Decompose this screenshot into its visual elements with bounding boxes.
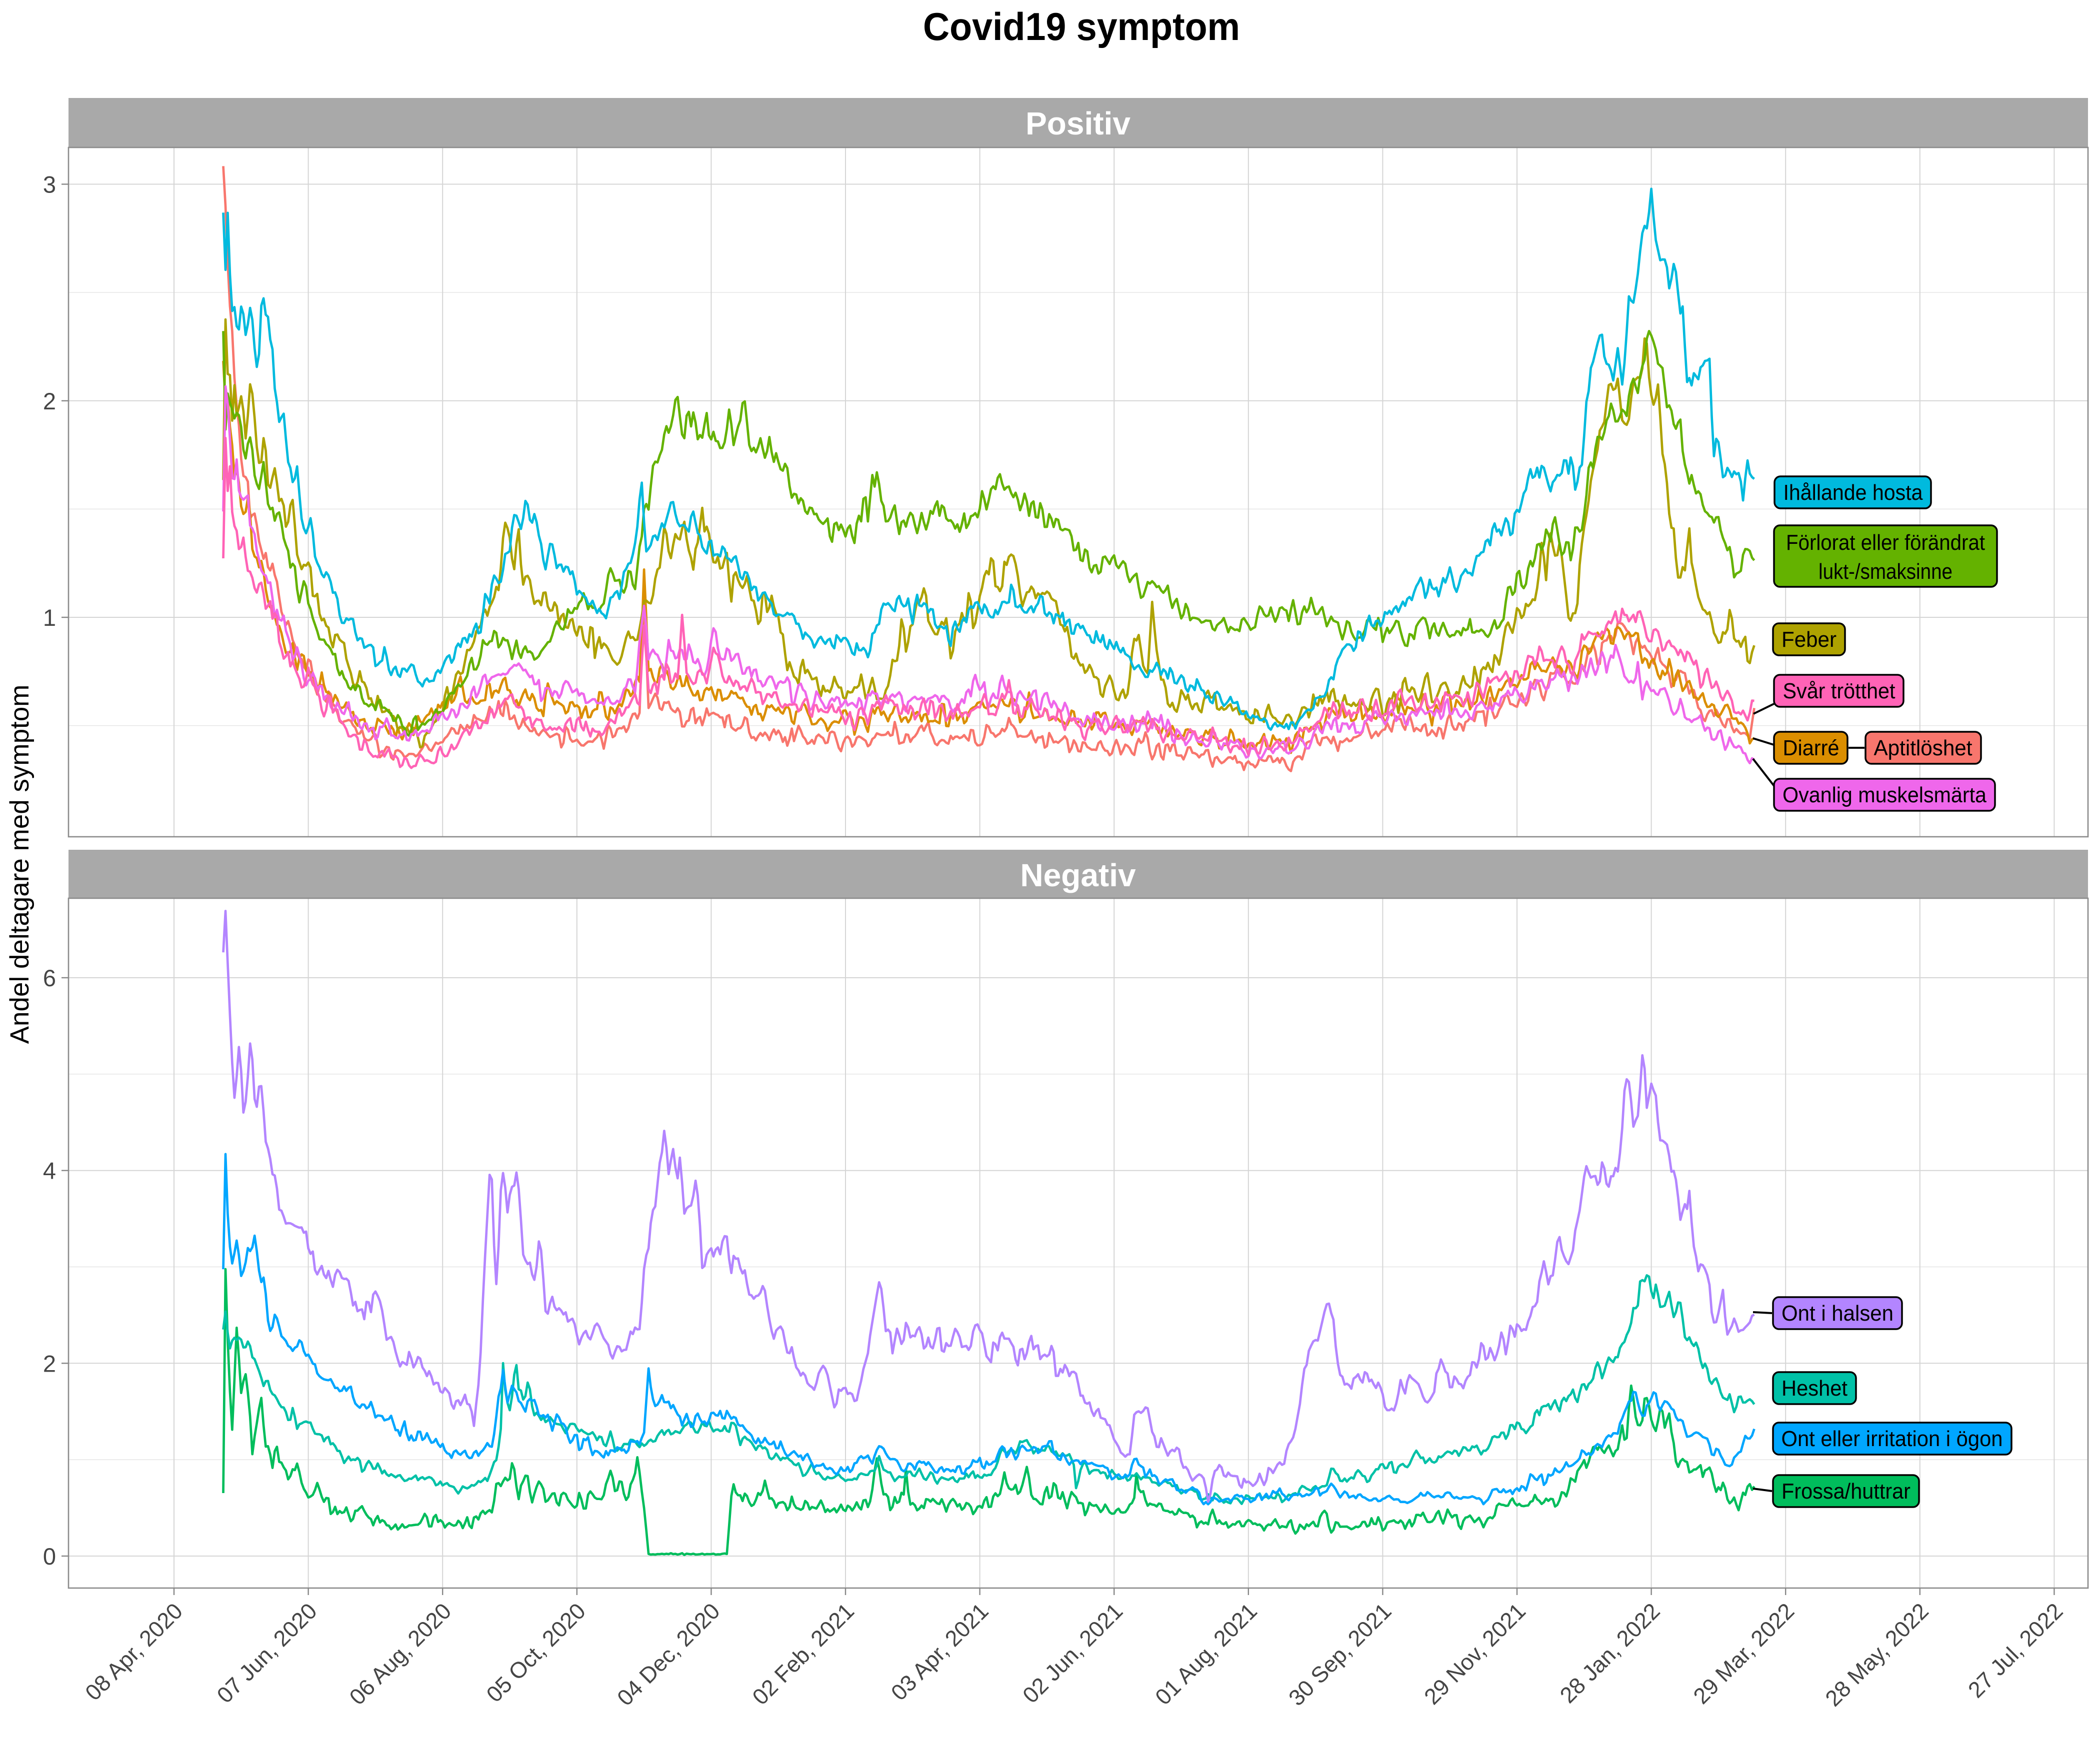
svg-text:Covid19 symptom: Covid19 symptom xyxy=(923,4,1240,48)
svg-text:Aptitlöshet: Aptitlöshet xyxy=(1874,736,1972,760)
svg-text:2: 2 xyxy=(43,388,56,414)
svg-text:Frossa/huttrar: Frossa/huttrar xyxy=(1782,1479,1910,1504)
svg-text:3: 3 xyxy=(43,171,56,198)
svg-text:Ont eller irritation i ögon: Ont eller irritation i ögon xyxy=(1782,1427,2003,1451)
svg-text:Feber: Feber xyxy=(1782,627,1836,652)
svg-text:Andel deltagare med symptom: Andel deltagare med symptom xyxy=(5,685,34,1044)
svg-text:lukt-/smaksinne: lukt-/smaksinne xyxy=(1818,559,1952,584)
svg-text:Ihållande hosta: Ihållande hosta xyxy=(1784,480,1923,505)
svg-text:2: 2 xyxy=(43,1350,56,1377)
svg-text:Ovanlig muskelsmärta: Ovanlig muskelsmärta xyxy=(1782,783,1986,807)
svg-text:Svår trötthet: Svår trötthet xyxy=(1783,679,1896,703)
svg-text:Ont i halsen: Ont i halsen xyxy=(1782,1301,1894,1326)
svg-text:Positiv: Positiv xyxy=(1026,105,1130,141)
svg-text:0: 0 xyxy=(43,1543,56,1570)
svg-text:Diarré: Diarré xyxy=(1783,736,1840,760)
svg-text:Negativ: Negativ xyxy=(1020,857,1136,893)
svg-text:Heshet: Heshet xyxy=(1782,1376,1848,1401)
svg-text:6: 6 xyxy=(43,965,56,991)
svg-text:Förlorat eller förändrat: Förlorat eller förändrat xyxy=(1786,530,1985,555)
svg-text:1: 1 xyxy=(43,604,56,631)
svg-text:4: 4 xyxy=(43,1158,56,1184)
